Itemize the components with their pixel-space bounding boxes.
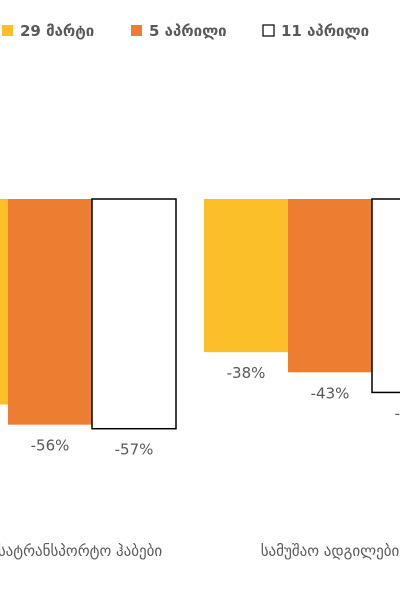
data-labels: -56% -57% -38% -43% -48%	[31, 364, 400, 459]
data-label: -43%	[311, 384, 350, 402]
bar	[8, 199, 92, 425]
category-label: სატრანსპორტო ჰაბები	[0, 542, 162, 560]
legend-label: 5 აპრილი	[149, 22, 227, 40]
bar	[0, 199, 8, 405]
legend-label: 11 აპრილი	[281, 22, 369, 40]
data-label: -56%	[31, 437, 70, 455]
data-label: -57%	[115, 441, 154, 459]
legend: 29 მარტი 5 აპრილი 11 აპრილი	[2, 22, 369, 40]
data-label: -38%	[227, 364, 266, 382]
legend-swatch	[2, 25, 13, 36]
bar	[371, 198, 400, 394]
bar	[288, 199, 372, 373]
legend-label: 29 მარტი	[20, 22, 94, 40]
bar	[204, 199, 288, 353]
legend-swatch	[131, 25, 142, 36]
category-label: სამუშაო ადგილები	[261, 542, 400, 560]
data-label: -48%	[395, 404, 400, 422]
category-labels: სატრანსპორტო ჰაბები სამუშაო ადგილები	[0, 542, 400, 560]
bar	[91, 198, 177, 430]
bars	[0, 198, 400, 430]
legend-swatch	[262, 24, 275, 37]
